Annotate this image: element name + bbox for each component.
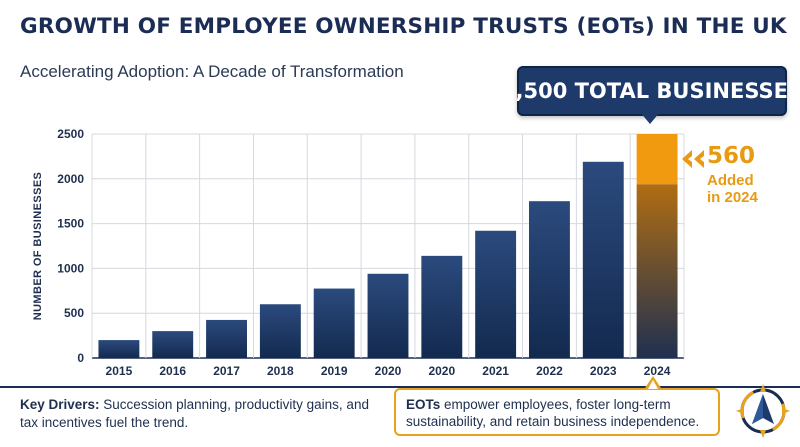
y-tick-label: 1500: [57, 217, 84, 231]
bar: [529, 201, 570, 358]
x-tick-label: 2020: [428, 364, 455, 378]
bar: [206, 319, 247, 358]
x-tick-label: 2024: [644, 364, 671, 378]
bar-added-segment: [636, 134, 678, 185]
y-axis-label: NUMBER OF BUSINESSES: [32, 172, 44, 321]
y-axis-ticks: 0 500 1000 1500 2000 2500: [57, 127, 84, 365]
page-title: GROWTH OF EMPLOYEE OWNERSHIP TRUSTS (EOT…: [20, 14, 787, 39]
bar: [582, 161, 624, 358]
key-drivers-label: Key Drivers:: [20, 397, 100, 412]
compass-arrow-icon: [736, 384, 790, 438]
x-tick-label: 2021: [482, 364, 509, 378]
x-tick-label: 2019: [321, 364, 348, 378]
key-drivers-text: Succession planning, productivity gains,…: [20, 397, 369, 430]
y-tick-label: 2500: [57, 127, 84, 141]
bar: [367, 273, 409, 358]
bar-previous-total: [636, 184, 678, 358]
x-tick-label: 2020: [375, 364, 402, 378]
x-tick-label: 2016: [159, 364, 186, 378]
bar: [98, 340, 140, 358]
eot-summary-box: EOTs empower employees, foster long-term…: [394, 388, 720, 436]
eot-box-pointer-inner: [648, 380, 658, 389]
eot-label: EOTs: [406, 397, 441, 412]
bar: [259, 304, 301, 358]
key-drivers-note: Key Drivers: Succession planning, produc…: [20, 396, 380, 432]
bar: [475, 230, 517, 358]
x-axis-ticks: 2015 2016 2017 2018 2019 2020 2020 2021 2022 2023…: [106, 364, 671, 378]
added-count: 560: [707, 143, 756, 169]
bars: [98, 134, 678, 358]
double-chevron-left-icon: [682, 150, 704, 168]
x-tick-label: 2015: [106, 364, 133, 378]
added-label: Added in 2024: [707, 172, 787, 206]
x-tick-label: 2017: [213, 364, 240, 378]
y-tick-label: 2000: [57, 172, 84, 186]
callout-pointer: [640, 112, 660, 124]
bar: [421, 255, 463, 358]
x-tick-label: 2022: [536, 364, 563, 378]
y-tick-label: 500: [64, 306, 84, 320]
y-tick-label: 1000: [57, 261, 84, 275]
total-businesses-callout: 2,500 TOTAL BUSINESSES: [500, 66, 800, 116]
eot-text: empower employees, foster long-term sust…: [406, 397, 700, 429]
bar: [313, 288, 355, 358]
page-subtitle: Accelerating Adoption: A Decade of Trans…: [20, 62, 404, 81]
bar: [152, 331, 194, 358]
added-label-line1: Added: [707, 172, 754, 189]
footer-divider: [0, 386, 800, 388]
x-tick-label: 2018: [267, 364, 294, 378]
x-tick-label: 2023: [590, 364, 617, 378]
added-label-line2: in 2024: [707, 189, 758, 206]
y-tick-label: 0: [77, 351, 84, 365]
total-businesses-text: 2,500 TOTAL BUSINESSES: [500, 79, 800, 103]
